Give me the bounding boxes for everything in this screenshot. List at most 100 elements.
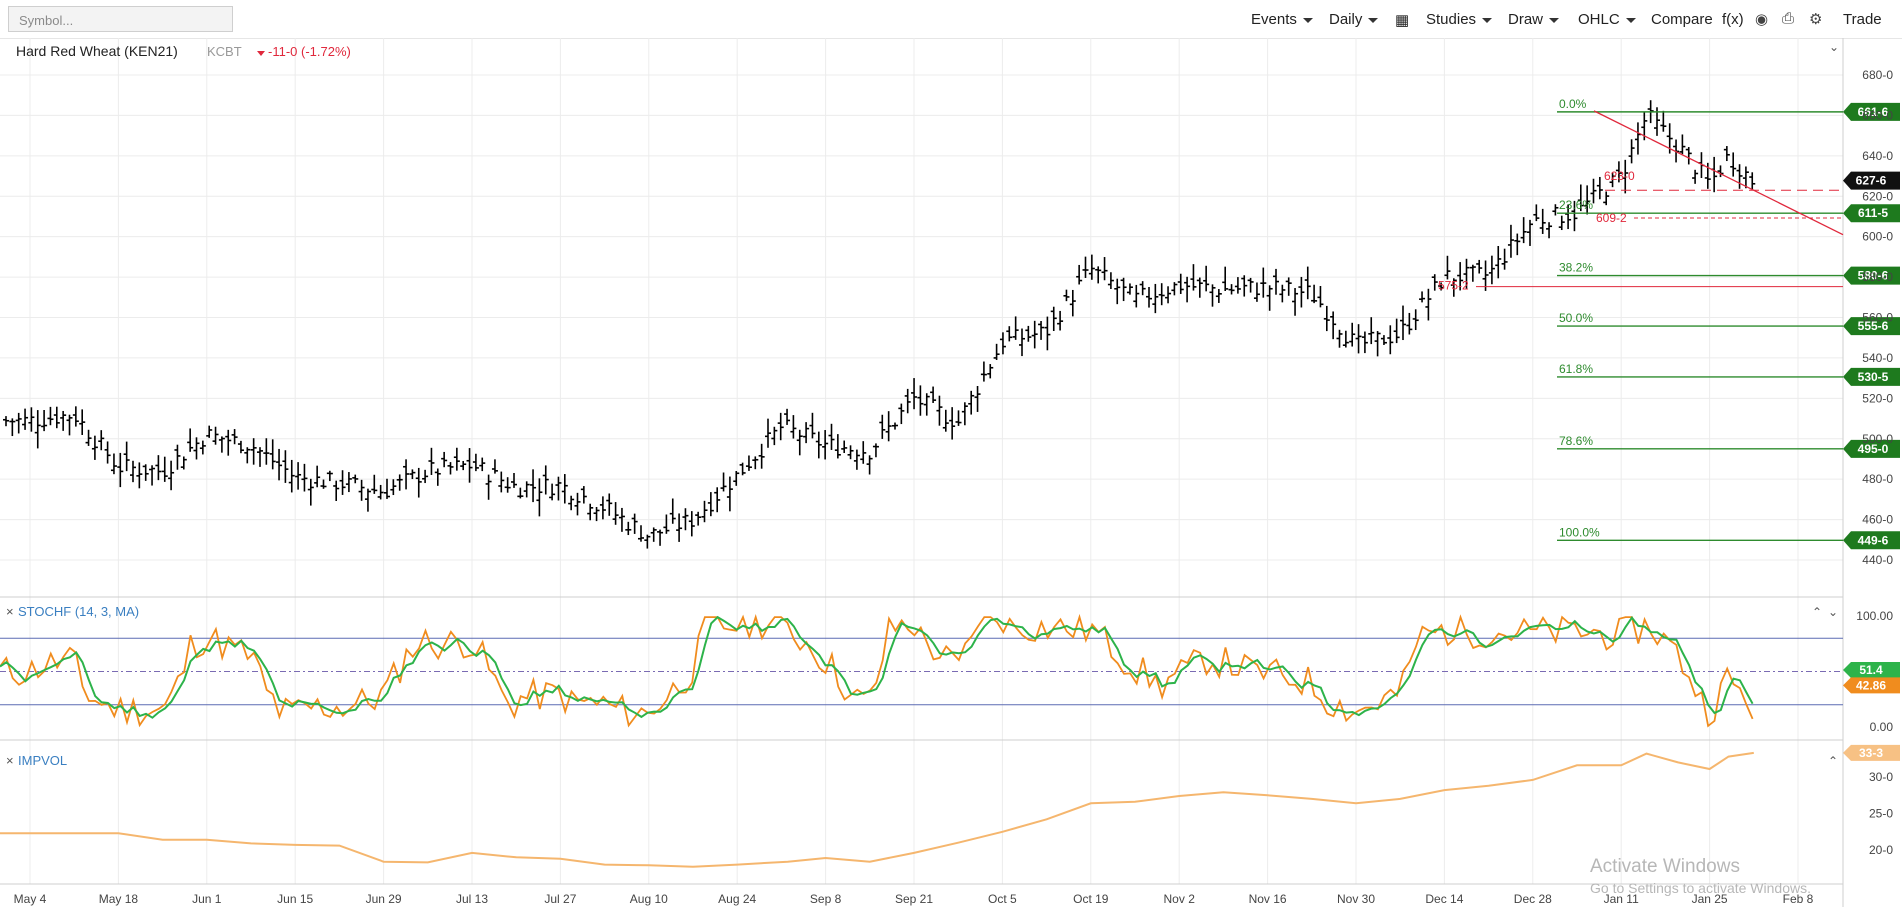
date-tick: Jun 15 xyxy=(277,892,313,906)
fib-price-badge xyxy=(1843,367,1900,386)
date-tick: Sep 21 xyxy=(895,892,933,906)
panel-up-icon[interactable]: ⌃ xyxy=(1828,754,1838,768)
date-tick: Oct 19 xyxy=(1073,892,1109,906)
stoch-tick: 100.00 xyxy=(1856,609,1893,623)
fx-button[interactable]: f(x) xyxy=(1722,11,1744,28)
exchange-label: KCBT xyxy=(207,44,242,59)
events-menu[interactable]: Events xyxy=(1251,11,1313,28)
stoch-d-label: 51.4 xyxy=(1859,663,1883,677)
compare-button[interactable]: Compare xyxy=(1651,11,1713,28)
price-tick: 580-0 xyxy=(1862,270,1893,284)
price-tick: 540-0 xyxy=(1862,351,1893,365)
price-tick: 620-0 xyxy=(1862,189,1893,203)
fib-price-badge xyxy=(1843,317,1900,336)
date-axis: May 4 May 18 Jun 1 Jun 15 Jun 29 Jul 13 Jul 27… xyxy=(14,892,1814,906)
draw-label: Draw xyxy=(1508,11,1544,28)
chevron-down-icon xyxy=(1368,17,1379,23)
panel-down-icon[interactable]: ⌄ xyxy=(1828,605,1838,619)
trade-button[interactable]: Trade xyxy=(1843,11,1882,28)
style-menu[interactable]: OHLC xyxy=(1578,11,1636,28)
stoch-d-line xyxy=(0,615,1754,719)
stoch-title: STOCHF (14, 3, MA) xyxy=(18,604,139,619)
stoch-d-badge xyxy=(1843,661,1900,678)
date-tick: Jan 25 xyxy=(1692,892,1728,906)
fib-level-label: 38.2% xyxy=(1559,261,1593,275)
draw-menu[interactable]: Draw xyxy=(1508,11,1560,28)
fib-price-label: 555-6 xyxy=(1858,319,1889,333)
fib-price-badge xyxy=(1843,439,1900,458)
camera-icon[interactable]: ◉ xyxy=(1755,11,1769,28)
chevron-down-icon xyxy=(1482,17,1493,23)
date-tick: Nov 2 xyxy=(1164,892,1196,906)
symbol-input[interactable]: Symbol... xyxy=(8,6,233,32)
date-tick: Jul 13 xyxy=(456,892,488,906)
stoch-k-badge xyxy=(1843,677,1900,694)
trend-line[interactable] xyxy=(1593,110,1844,236)
price-tick: 660-0 xyxy=(1862,108,1893,122)
date-tick: May 4 xyxy=(14,892,47,906)
collapse-chevron-icon[interactable]: ⌄ xyxy=(1829,40,1839,54)
date-tick: Oct 5 xyxy=(988,892,1017,906)
toolbar: Symbol... Events Daily ▦ Studies Draw OH… xyxy=(0,0,1902,39)
stoch-tick: 0.00 xyxy=(1870,720,1894,734)
studies-menu[interactable]: Studies xyxy=(1426,11,1493,28)
stoch-k-label: 42.86 xyxy=(1856,678,1886,692)
fib-price-badge xyxy=(1843,266,1900,285)
impvol-last-label: 33-3 xyxy=(1859,746,1883,760)
annotation-label: 623-0 xyxy=(1604,169,1635,183)
chevron-down-icon xyxy=(1302,17,1313,23)
date-tick: Jan 11 xyxy=(1604,892,1639,906)
annotation-label: 575-2 xyxy=(1438,279,1469,293)
impvol-tick: 20-0 xyxy=(1869,843,1893,857)
stoch-panel: × STOCHF (14, 3, MA) ⌃ ⌄ 100.00 0.00 51.… xyxy=(0,604,1900,734)
fib-price-label: 530-5 xyxy=(1858,370,1889,384)
price-tick: 460-0 xyxy=(1862,513,1893,527)
price-tick: 480-0 xyxy=(1862,472,1893,486)
grid-lines xyxy=(0,38,1843,884)
down-arrow-icon xyxy=(257,51,265,56)
print-icon[interactable]: ⎙ xyxy=(1782,10,1795,27)
date-tick: Jun 1 xyxy=(192,892,222,906)
close-icon[interactable]: × xyxy=(6,604,14,619)
calendar-icon[interactable]: ▦ xyxy=(1395,12,1410,29)
price-tick: 520-0 xyxy=(1862,391,1893,405)
date-tick: Sep 8 xyxy=(810,892,842,906)
fib-level-label: 78.6% xyxy=(1559,434,1593,448)
trend-annotations[interactable]: 623-0 609-2 575-2 xyxy=(1438,110,1844,293)
impvol-panel: × IMPVOL ⌃ 20-0 25-0 30-0 33-3 xyxy=(0,744,1900,868)
events-label: Events xyxy=(1251,11,1297,28)
impvol-line xyxy=(0,751,1754,868)
fib-price-label: 661-6 xyxy=(1858,105,1889,119)
fib-price-label: 580-6 xyxy=(1858,269,1889,283)
impvol-tick: 25-0 xyxy=(1869,807,1893,821)
windows-watermark-sub: Go to Settings to activate Windows. xyxy=(1590,880,1811,896)
fib-price-badge xyxy=(1843,531,1900,550)
fib-level-label: 0.0% xyxy=(1559,97,1587,111)
chevron-down-icon xyxy=(1549,17,1560,23)
date-tick: Dec 28 xyxy=(1514,892,1552,906)
gear-icon[interactable]: ⚙ xyxy=(1809,11,1823,28)
date-tick: Nov 16 xyxy=(1249,892,1287,906)
fib-price-label: 495-0 xyxy=(1858,442,1889,456)
windows-watermark: Activate Windows xyxy=(1590,856,1740,877)
date-tick: Jun 29 xyxy=(366,892,402,906)
last-price-marker: 627-6 xyxy=(1843,171,1900,190)
annotation-label: 609-2 xyxy=(1596,211,1627,225)
chevron-down-icon xyxy=(1625,17,1636,23)
price-axis: 440-0 460-0 480-0 500-0 520-0 540-0 560-0 580-0… xyxy=(1862,68,1893,567)
fib-price-label: 611-5 xyxy=(1858,206,1888,220)
fib-level-label: 100.0% xyxy=(1559,525,1600,539)
chart-canvas[interactable]: 0.0% 661-6 23.6% 611-5 38.2% 580-6 50.0% 555-6 6… xyxy=(0,38,1902,907)
fibonacci-retracement[interactable]: 0.0% 661-6 23.6% 611-5 38.2% 580-6 50.0% 555-6 6… xyxy=(1557,97,1900,550)
panel-up-icon[interactable]: ⌃ xyxy=(1812,605,1822,619)
studies-label: Studies xyxy=(1426,11,1477,28)
stoch-k-line xyxy=(0,613,1754,728)
price-tick: 680-0 xyxy=(1862,68,1893,82)
fib-level-label: 23.6% xyxy=(1559,198,1593,212)
last-price-label: 627-6 xyxy=(1856,174,1887,188)
date-tick: Dec 14 xyxy=(1425,892,1463,906)
impvol-tick: 30-0 xyxy=(1869,770,1893,784)
fib-level-label: 50.0% xyxy=(1559,311,1593,325)
close-icon[interactable]: × xyxy=(6,753,14,768)
interval-menu[interactable]: Daily xyxy=(1329,11,1379,28)
